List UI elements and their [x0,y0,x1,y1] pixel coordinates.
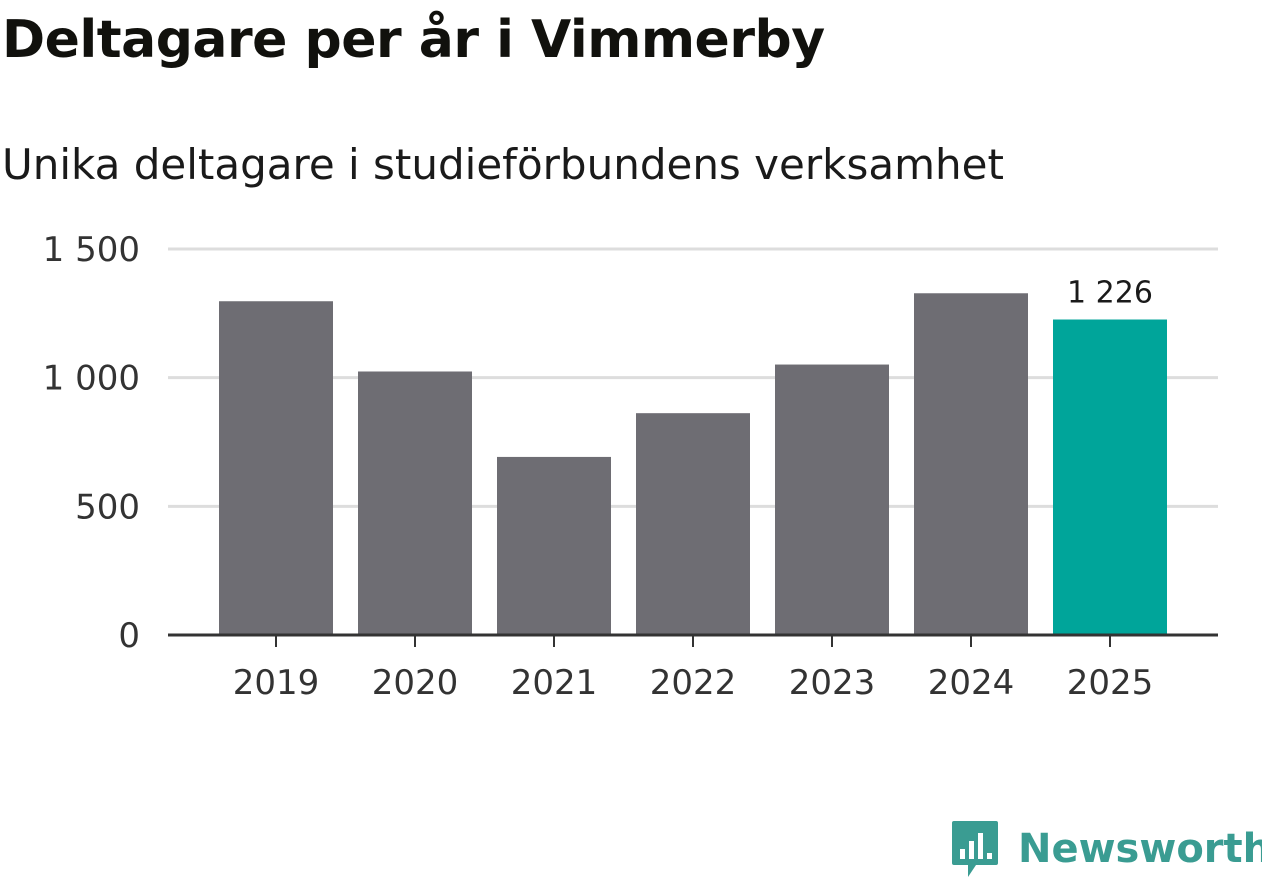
bar-2023 [775,364,889,635]
labels: 0 500 1 000 1 500 2019 2020 2021 2022 2023 2024 20… [43,230,1154,703]
x-tick-label-2022: 2022 [650,663,737,703]
bar-2020 [358,371,472,635]
x-tick-label-2023: 2023 [789,663,876,703]
x-tick-label-2024: 2024 [928,663,1015,703]
y-tick-label: 1 000 [43,359,140,399]
y-tick-label: 500 [75,487,140,527]
brand-name: Newsworthy [1018,826,1262,872]
bar-chart-bubble-icon [952,821,998,877]
x-tick-label-2020: 2020 [372,663,459,703]
bar-2019 [219,301,333,635]
bar-2022 [636,413,750,635]
x-tick-label-2021: 2021 [511,663,598,703]
x-axis [168,633,1218,647]
chart-title: Deltagare per år i Vimmerby [2,10,825,70]
y-tick-label: 0 [118,616,140,656]
chart-subtitle: Unika deltagare i studieförbundens verks… [2,140,1004,189]
x-tick-label-2025: 2025 [1067,663,1154,703]
newsworthy-logo[interactable]: Newsworthy [950,818,1262,880]
bar-2024 [914,293,1028,635]
data-label: 1 226 [1067,276,1153,311]
x-tick-label-2019: 2019 [233,663,320,703]
bars [219,293,1167,635]
y-tick-label: 1 500 [43,230,140,270]
bar-2021 [497,456,611,635]
bar-2025 [1053,319,1167,635]
